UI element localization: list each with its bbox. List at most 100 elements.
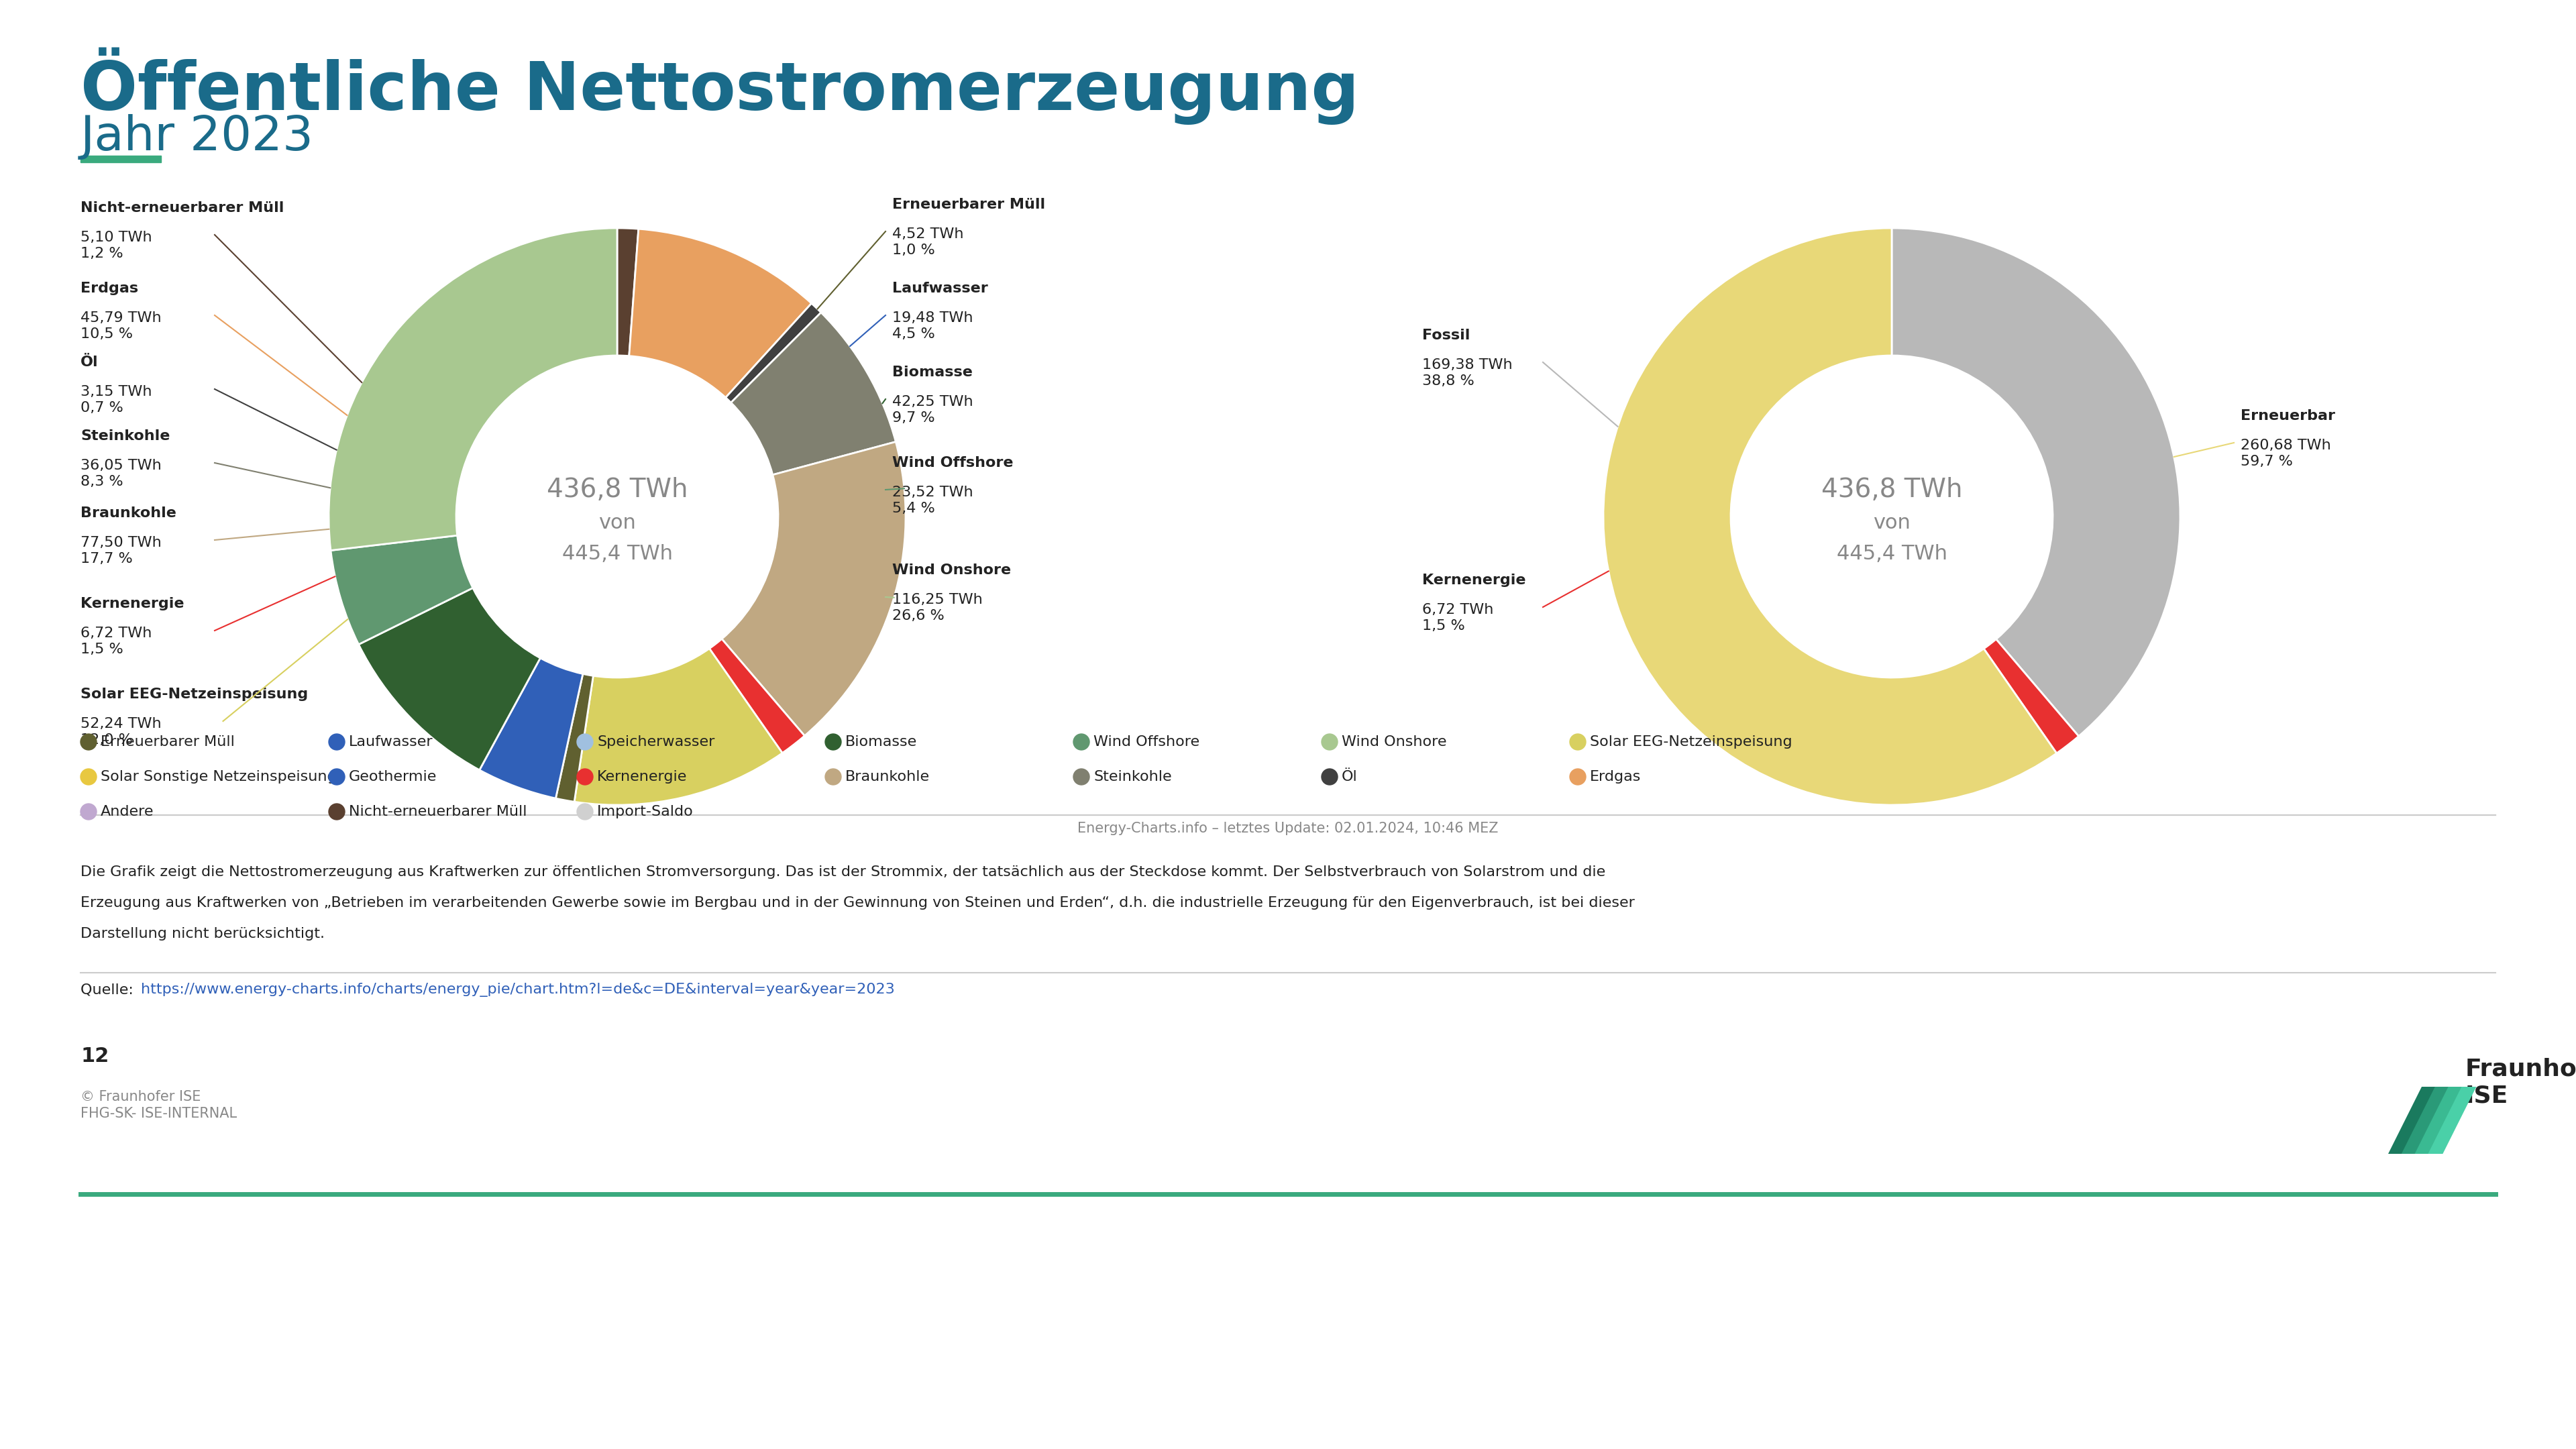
Wedge shape: [1984, 639, 2079, 753]
Polygon shape: [2414, 1087, 2463, 1153]
Text: FHG-SK- ISE-INTERNAL: FHG-SK- ISE-INTERNAL: [80, 1107, 237, 1120]
Circle shape: [80, 769, 98, 785]
Text: Braunkohle: Braunkohle: [80, 507, 175, 520]
Text: 6,72 TWh: 6,72 TWh: [1422, 603, 1494, 616]
Circle shape: [824, 733, 842, 751]
Circle shape: [330, 804, 345, 820]
Text: Jahr 2023: Jahr 2023: [80, 114, 314, 161]
Text: Wind Onshore: Wind Onshore: [891, 564, 1010, 577]
Text: 59,7 %: 59,7 %: [2241, 455, 2293, 468]
Text: 5,10 TWh: 5,10 TWh: [80, 230, 152, 245]
Wedge shape: [330, 536, 474, 645]
Text: 169,38 TWh: 169,38 TWh: [1422, 358, 1512, 371]
Circle shape: [1569, 769, 1587, 785]
Text: Geothermie: Geothermie: [348, 769, 438, 784]
Text: Biomasse: Biomasse: [891, 365, 974, 380]
Text: 12: 12: [80, 1046, 108, 1066]
Circle shape: [577, 733, 592, 751]
Text: © Fraunhofer ISE: © Fraunhofer ISE: [80, 1090, 201, 1104]
Text: Nicht-erneuerbarer Müll: Nicht-erneuerbarer Müll: [80, 201, 283, 214]
Text: Kernenergie: Kernenergie: [80, 597, 183, 610]
Text: 10,5 %: 10,5 %: [80, 327, 134, 341]
Text: Steinkohle: Steinkohle: [80, 429, 170, 443]
Wedge shape: [330, 227, 618, 551]
Text: Erdgas: Erdgas: [80, 281, 139, 296]
Text: 19,48 TWh: 19,48 TWh: [891, 312, 974, 325]
Wedge shape: [1891, 227, 2179, 736]
FancyBboxPatch shape: [80, 155, 160, 162]
Text: 9,7 %: 9,7 %: [891, 412, 935, 425]
Text: Erzeugung aus Kraftwerken von „Betrieben im verarbeitenden Gewerbe sowie im Berg: Erzeugung aus Kraftwerken von „Betrieben…: [80, 897, 1636, 910]
Text: 42,25 TWh: 42,25 TWh: [891, 396, 974, 409]
Text: 77,50 TWh: 77,50 TWh: [80, 536, 162, 549]
Polygon shape: [2401, 1087, 2450, 1153]
Circle shape: [80, 733, 98, 751]
Text: 3,15 TWh: 3,15 TWh: [80, 385, 152, 398]
Text: https://www.energy-charts.info/charts/energy_pie/chart.htm?l=de&c=DE&interval=ye: https://www.energy-charts.info/charts/en…: [142, 982, 894, 997]
Text: Fossil: Fossil: [1422, 329, 1471, 342]
Text: Darstellung nicht berücksichtigt.: Darstellung nicht berücksichtigt.: [80, 927, 325, 940]
Text: von: von: [1873, 513, 1911, 533]
Circle shape: [330, 769, 345, 785]
Text: Energy-Charts.info – letztes Update: 02.01.2024, 10:46 MEZ: Energy-Charts.info – letztes Update: 02.…: [1077, 822, 1499, 835]
Text: 436,8 TWh: 436,8 TWh: [546, 477, 688, 503]
Wedge shape: [358, 588, 541, 769]
Text: Wind Onshore: Wind Onshore: [1342, 735, 1448, 749]
Text: 4,5 %: 4,5 %: [891, 327, 935, 341]
Text: Kernenergie: Kernenergie: [598, 769, 688, 784]
Text: 1,0 %: 1,0 %: [891, 243, 935, 256]
Wedge shape: [726, 303, 822, 403]
Wedge shape: [479, 658, 582, 798]
Text: 12,0 %: 12,0 %: [80, 733, 134, 746]
Text: Erneuerbarer Müll: Erneuerbarer Müll: [891, 199, 1046, 212]
Text: 0,7 %: 0,7 %: [80, 401, 124, 414]
Polygon shape: [2388, 1087, 2437, 1153]
Text: Nicht-erneuerbarer Müll: Nicht-erneuerbarer Müll: [348, 806, 528, 819]
Text: 26,6 %: 26,6 %: [891, 609, 945, 623]
Text: 445,4 TWh: 445,4 TWh: [562, 543, 672, 564]
Text: Import-Saldo: Import-Saldo: [598, 806, 693, 819]
Text: 36,05 TWh: 36,05 TWh: [80, 459, 162, 472]
Text: 445,4 TWh: 445,4 TWh: [1837, 543, 1947, 564]
Text: Wind Offshore: Wind Offshore: [891, 456, 1012, 469]
Text: Solar EEG-Netzeinspeisung: Solar EEG-Netzeinspeisung: [1589, 735, 1793, 749]
Circle shape: [1074, 769, 1090, 785]
Wedge shape: [708, 639, 804, 753]
Text: 116,25 TWh: 116,25 TWh: [891, 593, 981, 607]
Text: 8,3 %: 8,3 %: [80, 475, 124, 488]
Text: 4,52 TWh: 4,52 TWh: [891, 227, 963, 241]
Wedge shape: [629, 229, 811, 397]
Circle shape: [330, 733, 345, 751]
Text: Solar Sonstige Netzeinspeisung: Solar Sonstige Netzeinspeisung: [100, 769, 337, 784]
Wedge shape: [721, 442, 907, 736]
Text: Braunkohle: Braunkohle: [845, 769, 930, 784]
Text: 1,2 %: 1,2 %: [80, 246, 124, 261]
Circle shape: [824, 769, 842, 785]
Circle shape: [577, 769, 592, 785]
Wedge shape: [574, 649, 783, 806]
Wedge shape: [618, 227, 639, 356]
Text: 45,79 TWh: 45,79 TWh: [80, 312, 162, 325]
Circle shape: [577, 804, 592, 820]
Wedge shape: [1602, 227, 2056, 806]
Text: Fraunhofer: Fraunhofer: [2465, 1058, 2576, 1080]
Wedge shape: [556, 674, 592, 801]
Circle shape: [1321, 769, 1337, 785]
Text: 6,72 TWh: 6,72 TWh: [80, 626, 152, 640]
Text: Öl: Öl: [1342, 769, 1358, 784]
Polygon shape: [2429, 1087, 2476, 1153]
Text: von: von: [598, 513, 636, 533]
Text: Speicherwasser: Speicherwasser: [598, 735, 714, 749]
Text: Die Grafik zeigt die Nettostromerzeugung aus Kraftwerken zur öffentlichen Stromv: Die Grafik zeigt die Nettostromerzeugung…: [80, 865, 1605, 878]
Text: 1,5 %: 1,5 %: [80, 643, 124, 656]
Text: Laufwasser: Laufwasser: [891, 281, 989, 296]
Text: 436,8 TWh: 436,8 TWh: [1821, 477, 1963, 503]
Text: 17,7 %: 17,7 %: [80, 552, 131, 565]
Text: Öl: Öl: [80, 355, 98, 369]
Text: Andere: Andere: [100, 806, 155, 819]
Circle shape: [1569, 733, 1587, 751]
Text: 23,52 TWh: 23,52 TWh: [891, 485, 974, 498]
Text: Erneuerbar: Erneuerbar: [2241, 409, 2336, 423]
Circle shape: [80, 804, 98, 820]
Text: 38,8 %: 38,8 %: [1422, 374, 1473, 388]
